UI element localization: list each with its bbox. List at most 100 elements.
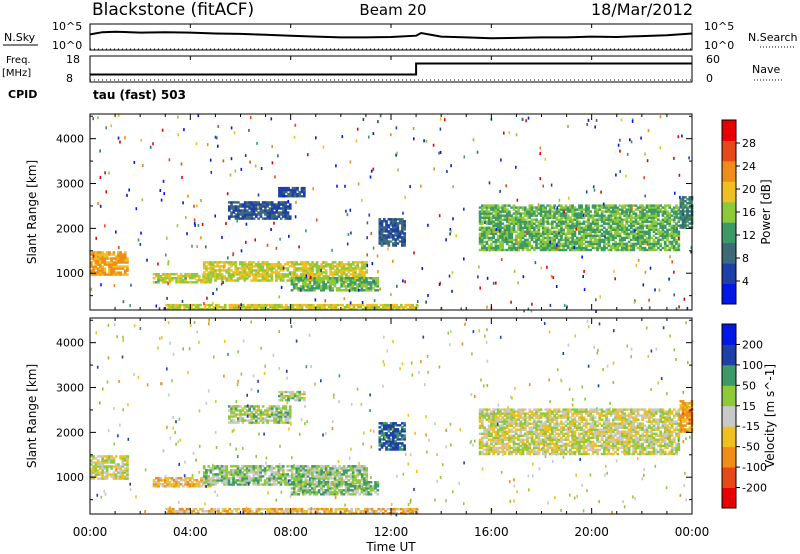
echo-cell: [340, 277, 343, 280]
echo-cell: [360, 483, 364, 486]
echo-cell: [367, 283, 371, 286]
echo-cell: [313, 465, 317, 468]
echo-cell: [523, 240, 527, 244]
echo-cell: [378, 226, 382, 229]
echo-cell: [230, 265, 233, 268]
echo-cell: [302, 285, 305, 288]
echo-cell: [358, 271, 362, 274]
echo-cell: [157, 479, 160, 482]
echo-cell: [292, 287, 296, 290]
echo-cell: [483, 244, 486, 248]
echo-cell: [249, 116, 252, 120]
echo-cell: [184, 279, 187, 282]
echo-cell: [641, 242, 644, 246]
echo-cell: [564, 220, 568, 223]
echo-cell: [512, 212, 516, 215]
echo-cell: [257, 467, 260, 470]
echo-cell: [478, 248, 482, 252]
echo-cell: [323, 303, 326, 307]
echo-cell: [523, 224, 527, 228]
echo-cell: [632, 244, 635, 248]
echo-cell: [290, 493, 294, 496]
frequency-line: [90, 62, 692, 76]
echo-cell: [277, 271, 280, 275]
echo-cell: [104, 224, 106, 228]
echo-cell: [571, 214, 574, 217]
echo-cell: [163, 307, 166, 311]
echo-cell: [544, 157, 547, 161]
echo-cell: [275, 465, 278, 468]
echo-cell: [501, 210, 505, 213]
echo-cell: [317, 483, 321, 486]
echo-cell: [519, 240, 523, 244]
echo-cell: [227, 269, 231, 272]
echo-cell: [322, 271, 326, 274]
echo-cell: [263, 263, 267, 266]
echo-cell: [275, 277, 278, 280]
echo-cell: [121, 465, 125, 468]
echo-cell: [614, 232, 617, 236]
echo-cell: [557, 214, 561, 217]
echo-cell: [263, 479, 267, 482]
echo-cell: [340, 481, 343, 484]
echo-cell: [241, 473, 244, 476]
echo-cell: [257, 203, 260, 206]
echo-cell: [318, 269, 321, 272]
echo-cell: [684, 196, 687, 199]
echo-cell: [277, 261, 281, 264]
echo-cell: [202, 481, 206, 484]
echo-cell: [114, 265, 118, 268]
echo-cell: [688, 200, 692, 203]
echo-cell: [290, 471, 294, 474]
echo-cell: [217, 303, 220, 307]
echo-cell: [634, 222, 638, 225]
echo-cell: [105, 257, 109, 260]
echo-cell: [351, 269, 355, 272]
echo-cell: [103, 461, 107, 464]
echo-cell: [376, 493, 380, 496]
echo-cell: [248, 273, 251, 276]
echo-cell: [233, 131, 236, 135]
echo-cell: [281, 279, 285, 282]
echo-cell: [499, 236, 502, 240]
echo-cell: [632, 232, 635, 236]
echo-cell: [272, 473, 276, 476]
echo-cell: [164, 279, 167, 282]
echo-cell: [356, 273, 360, 276]
echo-cell: [241, 467, 244, 470]
echo-cell: [639, 224, 642, 228]
echo-cell: [318, 477, 321, 480]
echo-cell: [383, 236, 386, 239]
echo-cell: [322, 475, 326, 478]
echo-cell: [112, 471, 116, 474]
echo-cell: [227, 477, 231, 480]
echo-cell: [302, 269, 305, 272]
echo-cell: [275, 269, 278, 272]
echo-cell: [499, 248, 502, 252]
echo-cell: [583, 269, 585, 273]
echo-cell: [569, 228, 572, 232]
echo-cell: [122, 300, 125, 304]
echo-cell: [193, 479, 196, 482]
echo-cell: [522, 275, 525, 279]
echo-cell: [322, 281, 325, 284]
echo-cell: [232, 471, 235, 474]
echo-cell: [270, 275, 274, 278]
echo-cell: [243, 277, 247, 280]
echo-cell: [214, 306, 218, 309]
echo-cell: [514, 234, 518, 238]
echo-cell: [297, 287, 301, 290]
echo-cell: [631, 206, 634, 210]
echo-cell: [261, 263, 265, 266]
echo-cell: [672, 220, 676, 223]
echo-cell: [317, 287, 321, 290]
echo-cell: [503, 248, 507, 252]
echo-cell: [598, 204, 602, 207]
echo-cell: [618, 218, 622, 221]
echo-cell: [207, 469, 211, 472]
echo-cell: [412, 127, 415, 130]
echo-cell: [542, 228, 545, 232]
echo-cell: [248, 269, 251, 272]
echo-cell: [142, 164, 144, 167]
echo-cell: [304, 469, 308, 472]
